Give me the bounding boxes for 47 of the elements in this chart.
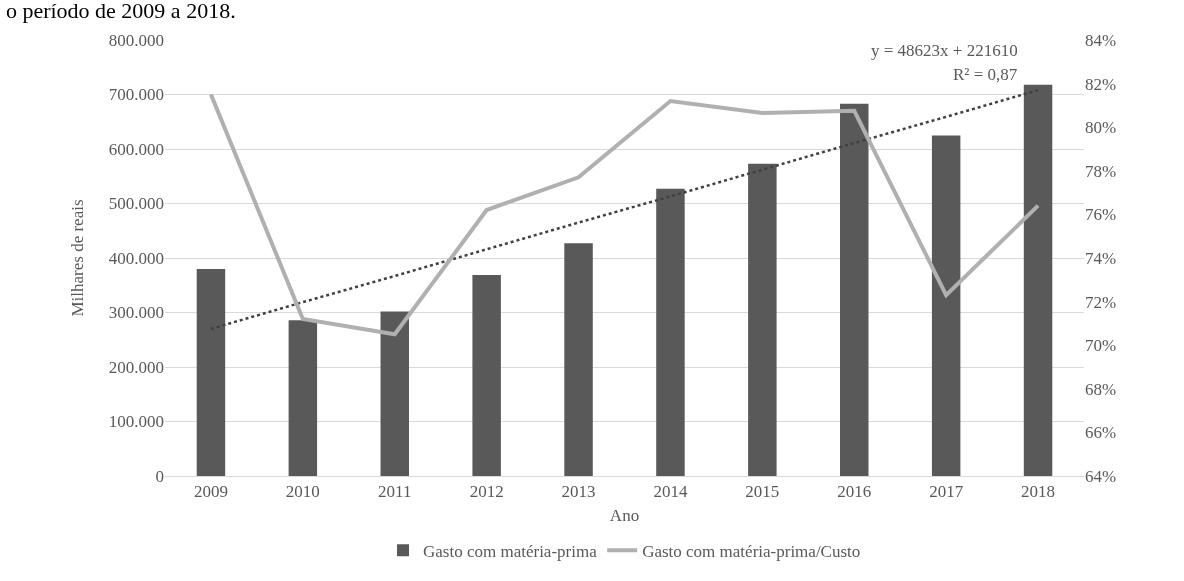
y-tick-label: 600.000: [108, 139, 164, 159]
y2-tick-label: 76%: [1085, 205, 1117, 225]
bar: [380, 311, 409, 476]
legend-label: Gasto com matéria-prima: [423, 541, 598, 561]
annotation: R² = 0,87: [953, 65, 1018, 84]
y-tick-label: 100.000: [108, 412, 164, 432]
y-tick-label: 200.000: [108, 357, 164, 377]
x-tick-label: 2015: [745, 482, 780, 502]
y-tick-label: 800.000: [108, 30, 164, 50]
x-tick-label: 2011: [378, 482, 412, 502]
y2-tick-label: 74%: [1085, 248, 1117, 268]
y-tick-label: 300.000: [108, 303, 164, 323]
x-tick-label: 2014: [653, 482, 688, 502]
y-tick-label: 0: [155, 466, 164, 486]
x-tick-label: 2010: [285, 482, 320, 502]
bar: [196, 268, 226, 476]
bar: [472, 274, 501, 476]
y2-tick-label: 84%: [1085, 30, 1117, 50]
bar: [840, 103, 869, 476]
legend-label: Gasto com matéria-prima/Custo: [642, 541, 861, 561]
x-tick-label: 2009: [193, 482, 228, 502]
bar: [931, 135, 961, 476]
bar: [564, 243, 593, 476]
x-tick-label: 2013: [561, 482, 596, 502]
x-axis-title: Ano: [609, 505, 640, 525]
y2-tick-label: 70%: [1085, 336, 1117, 356]
x-tick-label: 2018: [1021, 482, 1056, 502]
y2-tick-label: 72%: [1085, 292, 1117, 312]
x-tick-label: 2016: [837, 482, 872, 502]
bar: [656, 188, 685, 476]
y2-tick-label: 82%: [1085, 74, 1117, 94]
y2-tick-label: 80%: [1085, 118, 1117, 138]
annotation: y = 48623x + 221610: [871, 41, 1018, 60]
y2-tick-label: 64%: [1085, 466, 1117, 486]
bar: [748, 163, 777, 476]
y-axis-title: Milhares de reais: [68, 199, 88, 317]
chart-title: o período de 2009 a 2018.: [5, 0, 236, 24]
y2-tick-label: 66%: [1085, 423, 1117, 443]
y-tick-label: 400.000: [108, 248, 164, 268]
x-tick-label: 2017: [929, 482, 964, 502]
bar: [288, 320, 318, 476]
y-tick-label: 500.000: [108, 194, 164, 214]
bar: [1023, 84, 1053, 476]
y2-tick-label: 78%: [1085, 161, 1117, 181]
y-tick-label: 700.000: [108, 85, 164, 105]
y2-tick-label: 68%: [1085, 379, 1117, 399]
x-tick-label: 2012: [469, 482, 504, 502]
